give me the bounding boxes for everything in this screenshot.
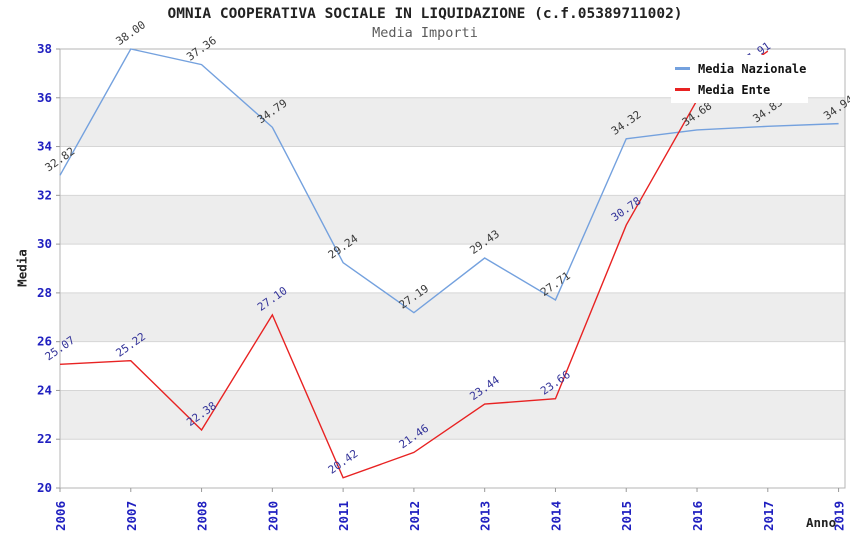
x-tick-label: 2017 [761,501,776,531]
legend-label-ente: Media Ente [698,82,771,97]
x-tick-label: 2011 [336,501,351,531]
y-axis-title: Media [14,249,30,287]
axis-ticks: 20 22 24 26 28 30 32 34 36 38 2006 2007 2008 2010 2011… [37,41,847,531]
chart-title: OMNIA COOPERATIVA SOCIALE IN LIQUIDAZION… [167,6,683,22]
y-tick-label: 22 [37,431,52,446]
y-tick-label: 28 [37,285,52,300]
y-tick-label: 38 [37,41,52,56]
legend-label-nazionale: Media Nazionale [698,61,807,76]
legend-item-media-nazionale: Media Nazionale [671,62,808,76]
y-tick-label: 34 [37,139,52,154]
legend-item-media-ente: Media Ente [671,83,808,97]
x-tick-label: 2014 [548,501,563,531]
legend-swatch-nazionale-icon [675,67,690,70]
chart-subtitle: Media Importi [372,25,478,41]
y-tick-label: 32 [37,187,52,202]
y-tick-label: 20 [37,480,52,495]
x-tick-label: 2016 [690,501,705,531]
series-line-1 [59,50,769,479]
x-axis-title: Anno [806,515,837,530]
legend-swatch-ente-icon [675,88,690,91]
x-tick-label: 2013 [478,501,493,531]
x-tick-label: 2010 [265,501,280,531]
x-tick-label: 2008 [195,501,210,531]
series-line-0 [59,48,839,314]
y-tick-label: 26 [37,334,52,349]
x-tick-label: 2006 [53,501,68,531]
x-tick-label: 2019 [832,501,847,531]
legend: Media Nazionale Media Ente [671,55,808,103]
x-tick-label: 2007 [124,501,139,531]
y-tick-label: 36 [37,90,52,105]
y-tick-label: 24 [37,382,52,397]
gridlines [59,48,846,489]
y-tick-label: 30 [37,236,52,251]
plot-bands [60,97,845,440]
x-tick-label: 2012 [407,501,422,531]
x-tick-label: 2015 [619,501,634,531]
